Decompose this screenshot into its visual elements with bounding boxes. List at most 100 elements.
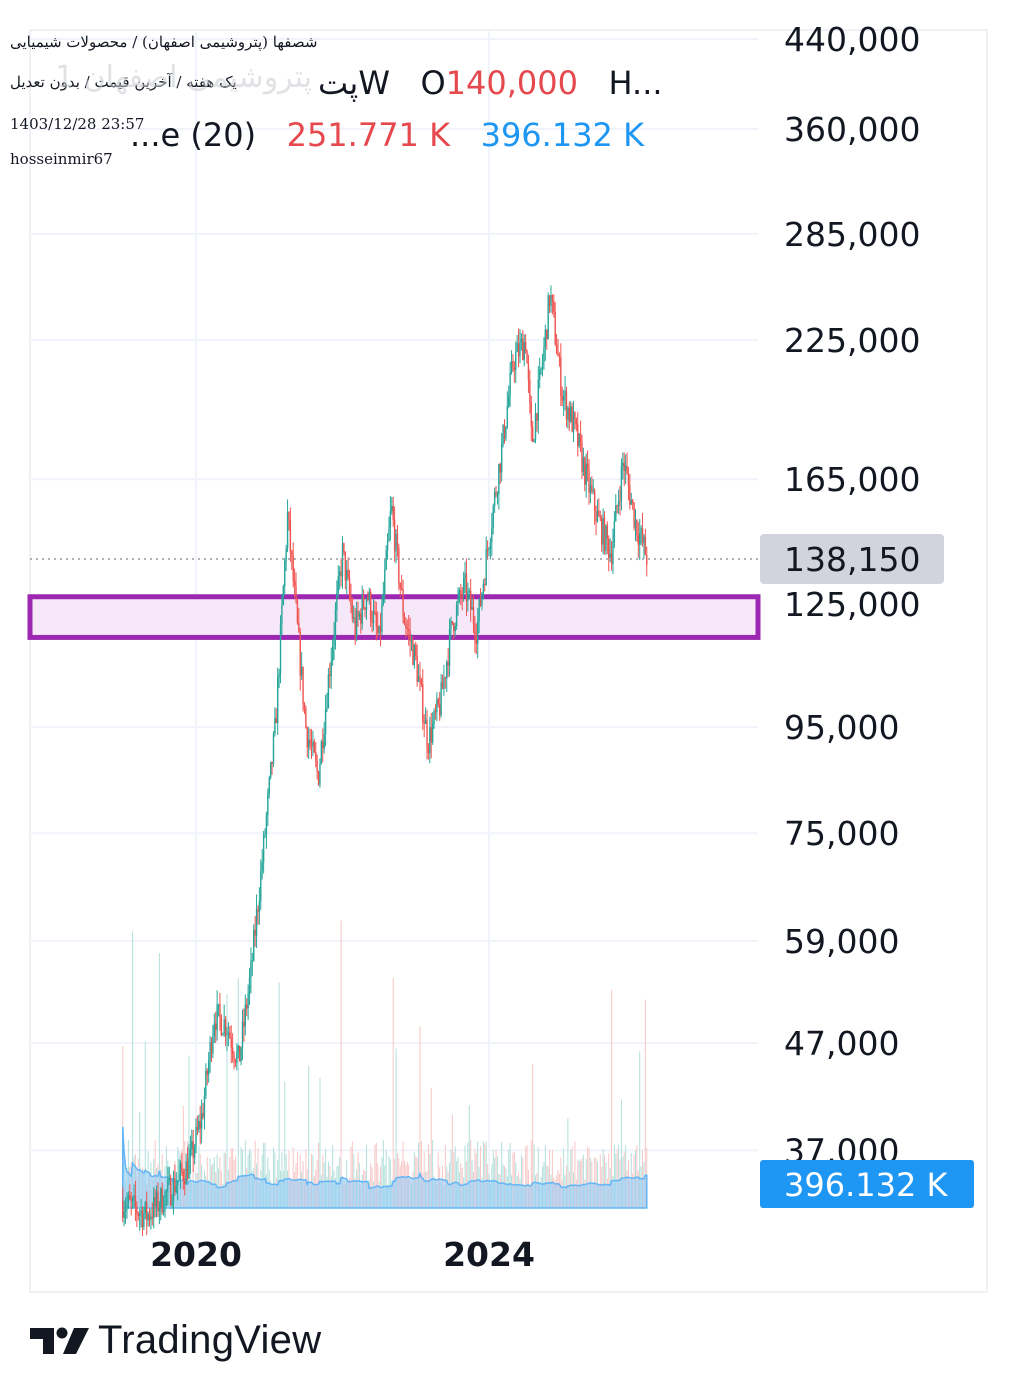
candle-body [519,342,521,357]
candle-body [533,440,535,442]
candle-body [410,640,413,642]
ghost-watermark-text: پتروشیمی اصفهان 1 [55,60,313,95]
candle-body [430,727,432,743]
candle-body [469,590,472,610]
candle-body [396,533,399,548]
candle-body [553,301,555,313]
candle-body [531,426,534,442]
candle-body [585,463,587,485]
candle-body [348,577,351,596]
candle-body [262,835,265,863]
candle-body [385,550,387,570]
legend-open-value: 140,000 [445,64,578,102]
candle-body [320,741,323,764]
candle-body [176,1180,179,1186]
y-tick-label: 165,000 [784,460,920,499]
candle-body [293,580,296,586]
candle-body [195,1127,197,1148]
candle-body [234,1059,237,1063]
candle-body [269,761,272,778]
candle-body [274,718,276,734]
candle-body [353,617,355,619]
candle-body [595,511,597,522]
candle-body [482,584,485,594]
candle-body [375,613,378,627]
y-tick-label: 95,000 [784,708,899,747]
candle-body [198,1121,200,1130]
candle-body [464,573,466,579]
ohlc-legend[interactable]: پتW O140,000 H... [318,64,663,102]
candle-body [226,1033,228,1036]
candle-body [147,1214,149,1221]
brand-name: TradingView [98,1318,322,1362]
candle-body [172,1178,175,1204]
candle-body [446,662,448,679]
candle-body [465,573,468,602]
candle-body [154,1196,156,1207]
candle-body [441,682,444,689]
candle-body [574,412,576,420]
candle-body [374,611,376,614]
candle-body [310,744,313,747]
candle-body [133,1195,135,1198]
candle-body [343,543,345,552]
candle-body [513,367,516,371]
candle-body [309,739,311,745]
candle-body [481,593,483,606]
candle-body [331,646,334,661]
candle-body [124,1208,127,1212]
candle-body [379,626,382,632]
candle-body [486,549,489,551]
candle-body [254,929,256,936]
candle-body [157,1191,159,1212]
candle-body [129,1195,131,1200]
candle-body [182,1171,185,1181]
candle-body [546,329,548,340]
candle-body [281,604,283,624]
candle-body [313,741,316,753]
volume-label: ...e (20) [130,116,257,154]
y-tick-label: 285,000 [784,215,920,254]
candle-body [178,1173,180,1181]
y-tick-label: 225,000 [784,321,920,360]
candle-body [562,396,565,401]
candle-body [557,353,559,357]
candle-body [419,675,421,679]
candle-body [386,541,389,551]
candle-body [454,626,456,632]
candle-body [323,733,325,749]
candle-body [233,1054,235,1060]
x-tick-label: 2020 [150,1235,242,1274]
candle-body [150,1216,152,1220]
candle-body [558,356,561,358]
candle-body [338,571,341,576]
candle-body [395,533,397,552]
candle-body [317,771,320,785]
candle-body [622,463,624,467]
tradingview-logo[interactable]: TradingView [30,1318,321,1363]
candle-body [303,704,306,709]
candle-body [327,674,330,709]
candle-body [282,586,285,605]
y-tick-label: 440,000 [784,20,920,59]
candle-body [288,512,290,520]
candle-body [567,407,569,420]
y-tick-label: 59,000 [784,922,899,961]
candle-body [613,521,616,543]
candle-body [257,909,259,912]
candle-body [500,443,503,473]
candle-body [203,1096,206,1118]
candle-body [220,1016,223,1036]
candle-body [502,424,504,444]
candle-body [258,901,261,912]
candle-body [305,708,307,728]
candle-body [238,1045,241,1062]
volume-legend[interactable]: ...e (20) 251.771 K 396.132 K [130,116,644,154]
candle-body [340,571,342,577]
candle-body [319,763,321,785]
candlesticks [122,285,648,1236]
candle-body [192,1141,194,1158]
y-tick-label: 125,000 [784,585,920,624]
candle-body [451,621,454,624]
